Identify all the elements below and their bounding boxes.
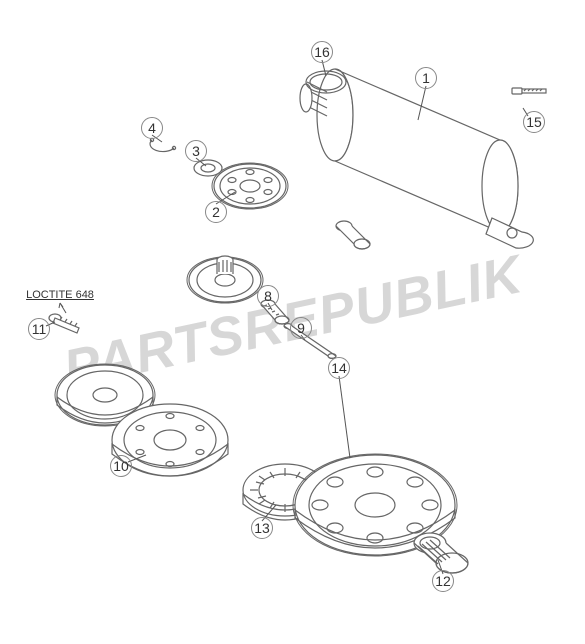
part-starter-motor bbox=[300, 69, 533, 248]
part-gear-mid bbox=[187, 256, 263, 303]
part-flywheel-10 bbox=[112, 404, 228, 476]
diagram-svg bbox=[0, 0, 585, 644]
diagram-canvas: PARTSREPUBLIK bbox=[0, 0, 585, 644]
note-loctite: LOCTITE 648 bbox=[26, 289, 94, 301]
part-circlip-4 bbox=[150, 138, 176, 151]
part-bushing-8 bbox=[261, 300, 289, 324]
part-screw-11 bbox=[49, 303, 79, 333]
part-spacer bbox=[336, 221, 370, 249]
part-gear-2 bbox=[212, 163, 288, 209]
part-pin-9 bbox=[284, 324, 336, 359]
part-bolt-15 bbox=[512, 88, 546, 94]
part-washer-3 bbox=[194, 160, 222, 176]
